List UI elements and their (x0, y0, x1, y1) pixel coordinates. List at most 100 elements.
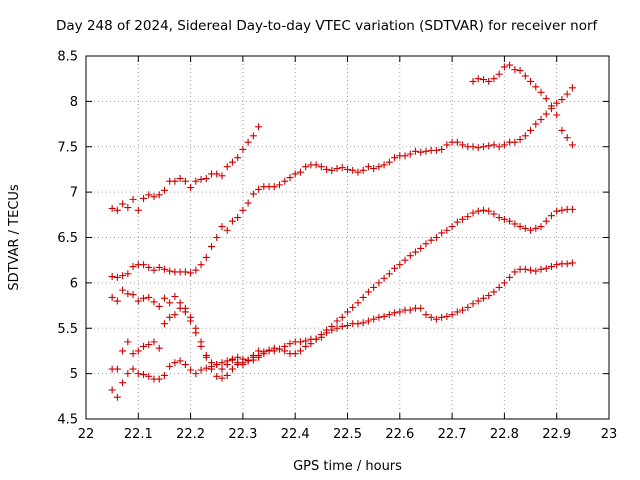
data-point (181, 308, 189, 316)
data-point (500, 279, 508, 287)
data-point (521, 72, 529, 80)
data-point (176, 175, 184, 183)
data-series-1 (108, 123, 263, 214)
data-point (333, 317, 341, 325)
data-point (537, 88, 545, 96)
data-point (469, 300, 477, 308)
data-point (380, 274, 388, 282)
data-point (438, 229, 446, 237)
data-point (119, 200, 127, 208)
data-point (438, 313, 446, 321)
data-point (558, 206, 566, 214)
data-point (527, 266, 535, 274)
data-point (155, 191, 163, 199)
data-point (338, 313, 346, 321)
data-point (537, 223, 545, 231)
data-markers (108, 61, 576, 401)
data-point (469, 143, 477, 151)
x-tick-label: 22.9 (542, 427, 571, 442)
data-point (150, 298, 158, 306)
data-point (124, 270, 132, 278)
data-point (349, 303, 357, 311)
data-point (443, 141, 451, 149)
data-point (140, 342, 148, 350)
data-point (155, 344, 163, 352)
data-point (150, 266, 158, 274)
data-point (474, 144, 482, 152)
data-point (448, 223, 456, 231)
data-point (537, 265, 545, 273)
data-point (197, 261, 205, 269)
data-point (542, 217, 550, 225)
data-point (202, 175, 210, 183)
data-point (432, 234, 440, 241)
data-point (563, 260, 571, 268)
data-point (375, 313, 383, 321)
data-point (422, 240, 430, 248)
data-point (119, 272, 127, 280)
data-point (192, 266, 200, 274)
y-tick-label: 8.5 (57, 50, 78, 65)
x-tick-label: 22.1 (124, 427, 153, 442)
data-point (218, 365, 226, 373)
data-point (281, 177, 289, 185)
data-point (542, 110, 550, 118)
data-point (354, 168, 362, 176)
data-point (234, 154, 242, 162)
data-point (323, 329, 331, 337)
data-point (171, 177, 179, 185)
data-point (145, 191, 153, 199)
data-point (385, 270, 393, 278)
data-point (124, 204, 132, 212)
data-point (490, 75, 498, 83)
data-point (485, 207, 493, 215)
data-point (568, 259, 576, 267)
data-point (113, 206, 121, 214)
data-point (113, 393, 121, 401)
data-point (202, 351, 210, 359)
data-point (417, 148, 425, 156)
data-point (568, 205, 576, 213)
data-point (459, 306, 467, 314)
data-point (490, 288, 498, 296)
data-point (213, 372, 221, 380)
data-point (208, 243, 216, 251)
data-point (286, 340, 294, 348)
x-tick-label: 22.5 (333, 427, 362, 442)
data-point (108, 204, 116, 212)
data-point (145, 263, 153, 271)
data-point (443, 312, 451, 320)
data-point (506, 273, 514, 281)
data-point (249, 356, 257, 364)
data-point (464, 303, 472, 311)
data-point (223, 226, 231, 234)
data-point (459, 141, 467, 149)
data-point (364, 317, 372, 325)
data-point (511, 220, 519, 228)
data-point (276, 345, 284, 353)
data-point (490, 141, 498, 149)
data-point (160, 294, 168, 302)
grid-lines (86, 56, 609, 419)
data-point (323, 165, 331, 173)
data-point (181, 361, 189, 369)
data-point (213, 170, 221, 178)
data-point (532, 224, 540, 232)
data-point (145, 341, 153, 349)
data-point (521, 265, 529, 273)
data-point (124, 370, 132, 378)
y-tick-label: 6.5 (57, 231, 78, 246)
x-axis-label: GPS time / hours (293, 459, 402, 474)
data-point (223, 357, 231, 365)
data-point (312, 161, 320, 169)
data-point (511, 138, 519, 146)
data-point (354, 320, 362, 328)
data-point (443, 226, 451, 234)
data-point (270, 344, 278, 352)
data-point (411, 147, 419, 155)
data-point (155, 263, 163, 271)
data-point (532, 120, 540, 128)
data-point (192, 324, 200, 332)
y-tick-label: 5 (70, 367, 78, 382)
